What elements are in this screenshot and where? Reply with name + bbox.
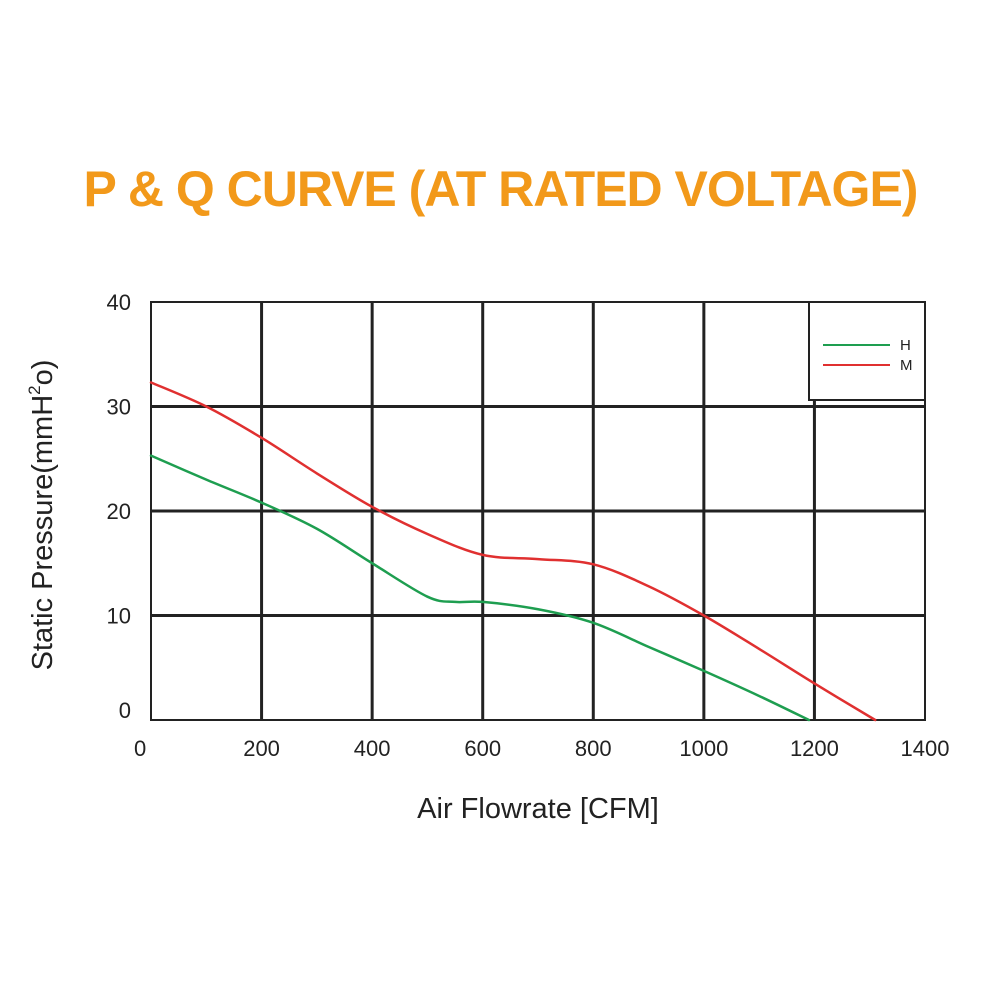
- series-line-h: [149, 454, 811, 722]
- x-axis-label: Air Flowrate [CFM]: [417, 793, 659, 825]
- chart-title: P & Q CURVE (AT RATED VOLTAGE): [83, 161, 919, 217]
- y-axis-label-superscript: 2: [25, 385, 44, 394]
- x-tick-label: 1200: [790, 736, 839, 761]
- series-line-m: [149, 381, 877, 722]
- y-tick-label: 10: [107, 604, 131, 629]
- x-tick-label: 1400: [901, 736, 950, 761]
- y-tick-label: 0: [119, 698, 131, 723]
- legend-label-m: M: [900, 357, 913, 374]
- y-axis-label: Static Pressure(mmH2o): [25, 360, 59, 671]
- y-axis-label-base: Static Pressure(mmH: [27, 395, 59, 671]
- x-tick-label: 800: [575, 736, 612, 761]
- x-tick-label: 600: [464, 736, 501, 761]
- plot-frame: [150, 301, 926, 721]
- y-tick-label: 20: [107, 499, 131, 524]
- y-axis-label-end: o): [27, 360, 59, 386]
- x-tick-label: 200: [243, 736, 280, 761]
- x-tick-label: 0: [134, 736, 146, 761]
- legend: HM: [808, 301, 926, 401]
- tick-labels: 0 200 400 600 800 1000 1200 1400 0 10 20 30 40: [107, 290, 950, 761]
- y-tick-label: 30: [107, 395, 131, 420]
- legend-box: [808, 301, 926, 401]
- series-layer: [149, 381, 877, 722]
- x-tick-label: 400: [354, 736, 391, 761]
- legend-label-h: H: [900, 337, 911, 354]
- y-tick-label: 40: [107, 290, 131, 315]
- x-tick-label: 1000: [679, 736, 728, 761]
